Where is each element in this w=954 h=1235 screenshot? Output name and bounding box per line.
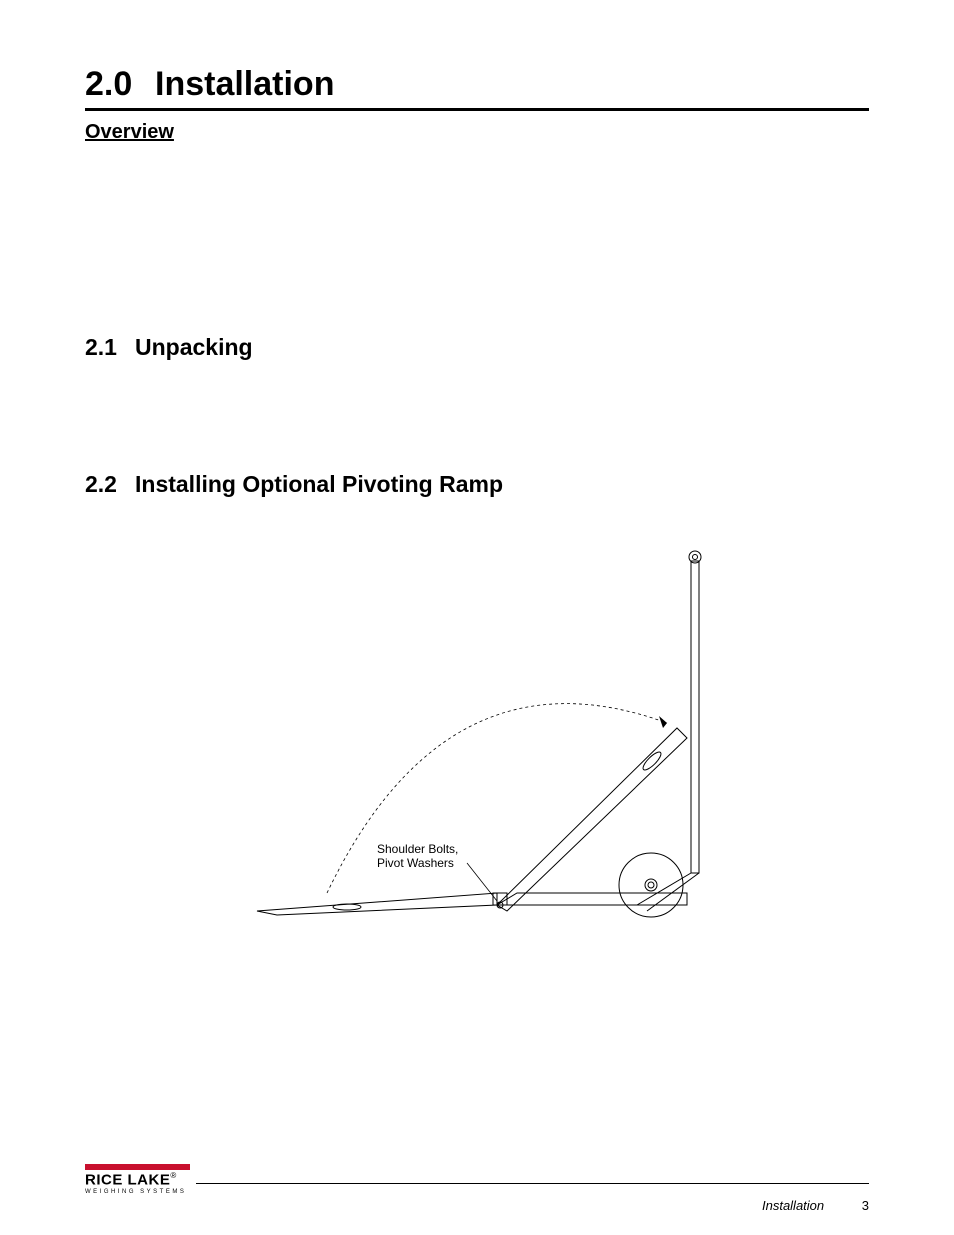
chapter-text: Installation: [155, 65, 334, 104]
section-number: 2.1: [85, 334, 135, 361]
callout-line1: Shoulder Bolts,: [377, 842, 458, 856]
chapter-title: 2.0 Installation: [85, 65, 869, 104]
section-ramp: 2.2 Installing Optional Pivoting Ramp: [85, 471, 869, 498]
title-rule: [85, 108, 869, 111]
arc-arrowhead-icon: [659, 716, 667, 728]
overview-heading: Overview: [85, 121, 869, 144]
page-footer: RICE LAKE® WEIGHING SYSTEMS Installation…: [85, 1164, 869, 1195]
footer-section-label: Installation: [762, 1198, 824, 1213]
section-number: 2.2: [85, 471, 135, 498]
section-text: Installing Optional Pivoting Ramp: [135, 471, 503, 498]
ramp-diagram-svg: Shoulder Bolts, Pivot Washers: [197, 533, 757, 953]
footer-rule: [196, 1183, 869, 1184]
chapter-number: 2.0: [85, 65, 155, 104]
footer-red-bar: [85, 1164, 190, 1170]
page: 2.0 Installation Overview 2.1 Unpacking …: [0, 0, 954, 1235]
registered-mark-icon: ®: [170, 1171, 176, 1180]
footer-right: Installation 3: [762, 1198, 869, 1213]
footer-row: RICE LAKE® WEIGHING SYSTEMS: [85, 1172, 869, 1195]
section-unpacking: 2.1 Unpacking: [85, 334, 869, 361]
rice-lake-logo: RICE LAKE® WEIGHING SYSTEMS: [85, 1172, 186, 1195]
logo-sub-text: WEIGHING SYSTEMS: [85, 1189, 186, 1195]
page-number: 3: [862, 1198, 869, 1213]
logo-main-text: RICE LAKE: [85, 1171, 170, 1188]
callout-line2: Pivot Washers: [377, 856, 454, 870]
section-text: Unpacking: [135, 334, 253, 361]
ramp-diagram: Shoulder Bolts, Pivot Washers: [85, 533, 869, 953]
